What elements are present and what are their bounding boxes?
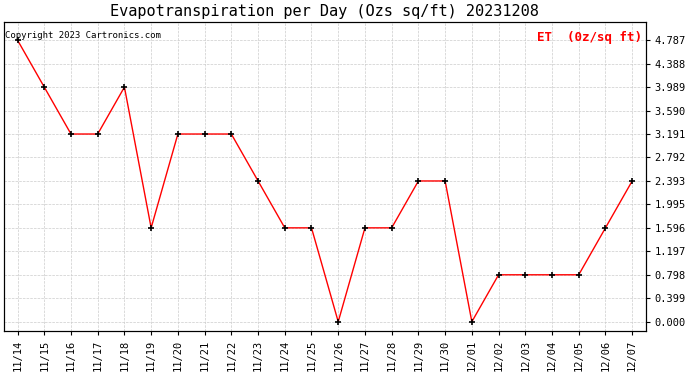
ET  (0z/sq ft) [67, 132, 75, 136]
ET  (0z/sq ft) [281, 226, 289, 230]
ET  (0z/sq ft) [40, 85, 48, 89]
ET  (0z/sq ft) [601, 226, 609, 230]
ET  (0z/sq ft) [495, 273, 503, 277]
ET  (0z/sq ft) [94, 132, 102, 136]
ET  (0z/sq ft) [441, 179, 449, 183]
ET  (0z/sq ft) [548, 273, 556, 277]
ET  (0z/sq ft) [575, 273, 583, 277]
ET  (0z/sq ft) [361, 226, 369, 230]
ET  (0z/sq ft) [521, 273, 529, 277]
Text: ET  (0z/sq ft): ET (0z/sq ft) [538, 31, 642, 44]
Text: Copyright 2023 Cartronics.com: Copyright 2023 Cartronics.com [6, 31, 161, 40]
ET  (0z/sq ft) [120, 85, 128, 89]
ET  (0z/sq ft) [227, 132, 235, 136]
ET  (0z/sq ft) [334, 320, 342, 324]
ET  (0z/sq ft) [628, 179, 636, 183]
ET  (0z/sq ft) [414, 179, 422, 183]
ET  (0z/sq ft) [174, 132, 182, 136]
ET  (0z/sq ft) [468, 320, 476, 324]
Title: Evapotranspiration per Day (Ozs sq/ft) 20231208: Evapotranspiration per Day (Ozs sq/ft) 2… [110, 4, 540, 19]
ET  (0z/sq ft) [307, 226, 315, 230]
ET  (0z/sq ft) [201, 132, 209, 136]
ET  (0z/sq ft) [254, 179, 262, 183]
ET  (0z/sq ft) [388, 226, 396, 230]
Line: ET  (0z/sq ft): ET (0z/sq ft) [14, 37, 635, 325]
ET  (0z/sq ft) [147, 226, 155, 230]
ET  (0z/sq ft) [13, 38, 21, 42]
